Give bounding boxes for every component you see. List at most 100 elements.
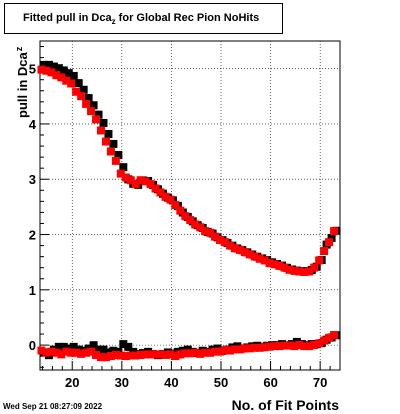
black-marker <box>104 130 113 138</box>
red-marker <box>72 348 81 357</box>
red-marker <box>126 351 135 360</box>
y-axis-label-subscript: z <box>14 46 24 52</box>
red-marker <box>290 342 299 351</box>
black-marker <box>124 342 133 351</box>
black-marker <box>119 163 128 172</box>
red-marker <box>57 350 66 359</box>
red-marker <box>101 353 110 362</box>
y-axis-label-main: pull in Dca <box>15 52 30 118</box>
black-marker <box>59 342 68 351</box>
red-marker <box>111 156 120 165</box>
red-marker <box>275 261 284 270</box>
red-marker <box>325 333 334 342</box>
red-marker <box>161 350 170 359</box>
red-marker <box>37 65 46 74</box>
black-marker <box>54 342 63 351</box>
chart-title-subscript: z <box>111 17 116 26</box>
red-marker <box>220 345 229 354</box>
black-marker <box>119 340 128 349</box>
red-marker <box>101 137 110 146</box>
red-marker <box>166 195 175 204</box>
red-marker <box>206 348 215 357</box>
black-marker <box>327 233 336 242</box>
timestamp: Wed Sep 21 08:27:09 2022 <box>3 402 103 411</box>
red-marker <box>77 349 86 358</box>
red-marker <box>330 227 339 236</box>
red-marker <box>166 350 175 359</box>
red-marker <box>116 351 125 360</box>
red-marker <box>235 345 244 354</box>
black-marker <box>44 60 53 69</box>
chart-title: Fitted pull in Dcaz for Global Rec Pion … <box>4 3 283 34</box>
red-marker <box>42 348 51 357</box>
black-marker <box>79 85 88 94</box>
red-marker <box>131 351 140 360</box>
red-marker <box>67 348 76 357</box>
red-marker <box>285 265 294 274</box>
black-marker <box>89 341 98 350</box>
red-marker <box>315 339 324 348</box>
black-marker <box>54 64 63 73</box>
red-marker <box>285 341 294 350</box>
red-marker <box>250 252 259 261</box>
red-marker <box>275 342 284 351</box>
red-marker <box>201 348 210 357</box>
red-marker <box>225 346 234 355</box>
red-marker <box>201 227 210 236</box>
red-marker <box>52 71 61 80</box>
black-marker <box>39 60 48 69</box>
red-marker <box>186 216 195 225</box>
red-marker <box>92 350 101 359</box>
red-marker <box>156 188 165 197</box>
red-marker <box>245 250 254 259</box>
red-marker <box>280 341 289 350</box>
red-marker <box>211 232 220 241</box>
red-marker <box>220 238 229 247</box>
red-marker <box>325 238 334 247</box>
red-marker <box>62 347 71 356</box>
red-marker <box>300 342 309 351</box>
red-marker <box>186 349 195 358</box>
black-marker <box>69 71 78 80</box>
red-marker <box>310 263 319 272</box>
red-marker <box>141 350 150 359</box>
red-marker <box>270 342 279 351</box>
red-marker <box>196 349 205 358</box>
red-marker <box>230 345 239 354</box>
red-marker <box>77 92 86 101</box>
red-marker <box>141 177 150 186</box>
red-marker <box>265 259 274 268</box>
red-marker <box>230 244 239 253</box>
red-marker <box>87 107 96 116</box>
red-marker <box>47 347 56 356</box>
red-marker <box>300 268 309 277</box>
red-marker <box>146 180 155 189</box>
x-tick-label: 60 <box>263 375 277 390</box>
red-marker <box>260 343 269 352</box>
red-marker <box>96 353 105 362</box>
red-marker <box>121 352 130 361</box>
black-marker <box>49 62 58 71</box>
red-marker <box>250 343 259 352</box>
red-marker <box>255 343 264 352</box>
red-marker <box>305 342 314 351</box>
red-marker <box>181 349 190 358</box>
x-tick-label: 20 <box>65 375 79 390</box>
red-marker <box>121 173 130 182</box>
red-marker <box>215 347 224 356</box>
red-marker <box>320 247 329 256</box>
red-marker <box>146 350 155 359</box>
red-marker <box>106 147 115 156</box>
red-marker <box>87 347 96 356</box>
black-marker <box>69 342 78 351</box>
red-marker <box>136 176 145 185</box>
red-marker <box>131 180 140 189</box>
black-marker <box>109 139 118 148</box>
red-marker <box>106 352 115 361</box>
red-marker <box>176 350 185 359</box>
red-marker <box>116 169 125 178</box>
x-axis-label: No. of Fit Points <box>231 397 339 413</box>
red-marker <box>82 348 91 357</box>
red-marker <box>52 348 61 357</box>
red-marker <box>270 260 279 269</box>
